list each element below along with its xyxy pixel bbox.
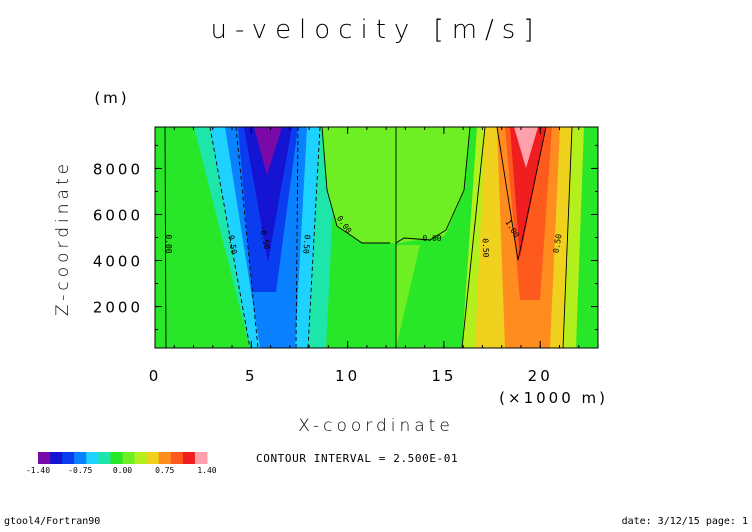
colorbar-swatch — [110, 452, 123, 464]
contour-line — [235, 126, 259, 349]
colorbar-swatch — [50, 452, 63, 464]
contour-value-label: 0.00 — [164, 234, 173, 253]
contour-value-label: 0.50 — [226, 234, 238, 255]
contour-lines — [164, 126, 573, 349]
y-tick-label: 6000 — [93, 206, 143, 224]
footer-left: gtool4/Fortran90 — [4, 516, 101, 527]
contour-line — [496, 126, 547, 261]
y-tick-label: 8000 — [93, 160, 143, 178]
colorbar-label: -0.75 — [68, 466, 92, 475]
colorbar-swatch — [182, 452, 196, 464]
contour-line — [164, 126, 167, 349]
colorbar-swatch — [134, 452, 148, 464]
y-axis-label: Z-coordinate — [53, 160, 73, 316]
colorbar-swatch — [98, 452, 111, 464]
contour-line — [395, 126, 471, 244]
colorbar-swatch — [38, 452, 51, 464]
colorbar-label: 0.75 — [155, 466, 174, 475]
plot-area: 0.00 0.50 -0.50 0.500.000.00 0.501.000.50 — [154, 126, 599, 349]
x-axis-label: X-coordinate — [298, 416, 454, 436]
axis-ticks — [154, 127, 599, 348]
contour-line — [461, 126, 486, 349]
colorbar-swatch — [74, 452, 87, 464]
x-tick-label: 10 — [335, 367, 360, 385]
field-neg-deep — [244, 127, 292, 262]
field-pos-peak — [514, 127, 538, 168]
field-pos-deep — [510, 127, 546, 258]
contour-interval-text: CONTOUR INTERVAL = 2.500E-01 — [256, 452, 458, 465]
field-neg-peak — [254, 127, 282, 175]
colorbar-swatch — [122, 452, 136, 464]
colorbar-swatch — [194, 452, 208, 464]
contour-line — [562, 126, 573, 349]
axis-tick-labels: 0 5 10 15 20 2000 4000 6000 8000 — [93, 160, 553, 385]
y-unit-label: (m) — [94, 89, 129, 107]
contour-value-label: 0.50 — [301, 234, 312, 254]
contour-value-label: 0.50 — [551, 233, 563, 254]
x-tick-label: 15 — [431, 367, 456, 385]
colorbar — [38, 452, 208, 464]
contour-line — [295, 126, 299, 349]
footer-right: date: 3/12/15 page: 1 — [621, 516, 748, 527]
contour-line — [209, 126, 251, 349]
colorbar-swatch — [158, 452, 172, 464]
x-tick-label: 5 — [245, 367, 258, 385]
colorbar-label: 1.40 — [197, 466, 216, 475]
colorbar-label: 0.00 — [113, 466, 132, 475]
colorbar-label: -1.40 — [26, 466, 50, 475]
colorbar-swatch — [86, 452, 99, 464]
y-tick-label: 4000 — [93, 253, 143, 271]
contour-value-label: 0.00 — [422, 234, 441, 243]
x-tick-label: 20 — [528, 367, 553, 385]
colorbar-labels: -1.40 -0.75 0.00 0.75 1.40 — [26, 466, 217, 475]
colorbar-swatch — [146, 452, 160, 464]
colorbar-swatch — [170, 452, 184, 464]
x-unit-label: (×1000 m) — [499, 389, 608, 407]
contour-value-label: 0.50 — [481, 238, 491, 258]
contour-fields — [155, 127, 598, 348]
contour-line — [307, 126, 321, 349]
field-zero-lower — [396, 245, 420, 348]
x-tick-label: 0 — [149, 367, 162, 385]
contour-line — [321, 126, 390, 244]
y-tick-label: 2000 — [93, 299, 143, 317]
colorbar-swatch — [62, 452, 75, 464]
chart-title: u-velocity [m/s] — [211, 15, 542, 45]
